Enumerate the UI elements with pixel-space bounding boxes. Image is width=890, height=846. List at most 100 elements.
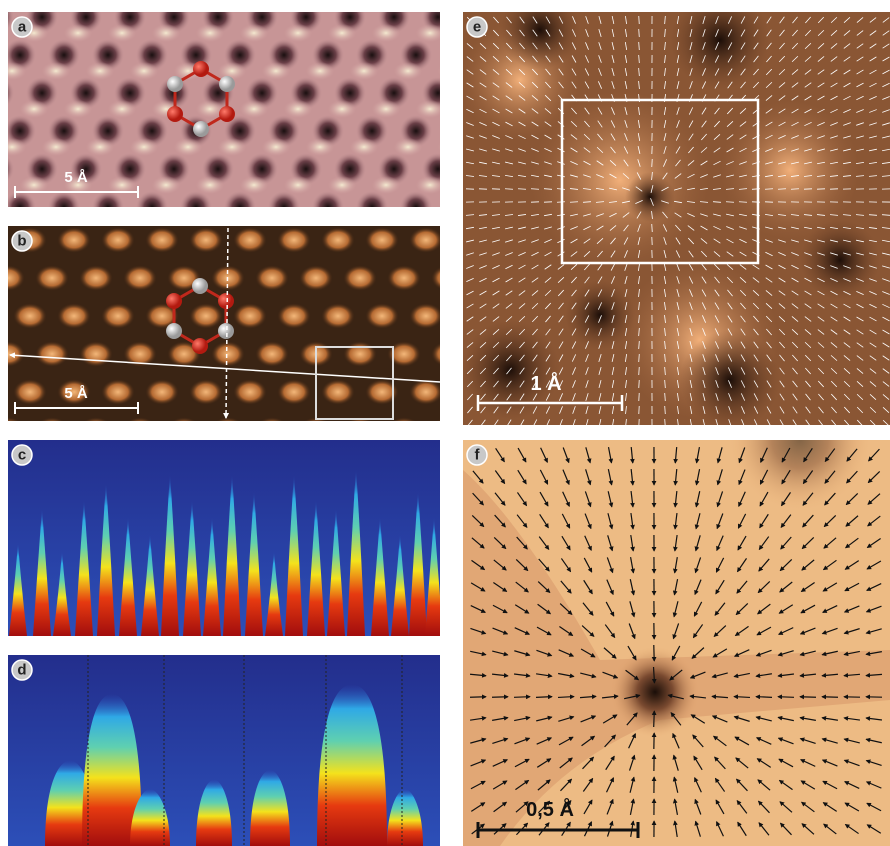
lattice-blob <box>0 227 3 253</box>
lattice-bright <box>306 138 334 156</box>
lattice-blob <box>409 227 443 253</box>
lattice-blob <box>167 417 201 443</box>
field-arrow <box>800 697 816 698</box>
lattice-bright <box>350 138 378 156</box>
lattice-blob <box>79 417 113 443</box>
lattice-pit <box>4 191 36 223</box>
lattice-bright <box>130 0 158 4</box>
atom <box>219 76 235 92</box>
lattice-bright <box>152 176 180 194</box>
lattice-blob <box>211 417 245 443</box>
lattice-blob <box>57 303 91 329</box>
lattice-bright <box>262 138 290 156</box>
lattice-blob <box>145 227 179 253</box>
panel-label: d <box>17 662 26 679</box>
lattice-bright <box>108 24 136 42</box>
lattice-bright <box>306 0 334 4</box>
lattice-bright <box>438 0 466 4</box>
lattice-blob <box>0 303 3 329</box>
lattice-pit <box>180 191 212 223</box>
lattice-bright <box>152 24 180 42</box>
lattice-blob <box>123 417 157 443</box>
lattice-blob <box>277 227 311 253</box>
field-arrow <box>536 697 552 698</box>
panel-f <box>463 370 890 846</box>
atom <box>218 293 234 309</box>
lattice-blob <box>255 265 289 291</box>
lattice-blob <box>211 341 245 367</box>
lattice-blob <box>123 265 157 291</box>
atom <box>193 121 209 137</box>
panel-label: c <box>18 447 26 464</box>
lattice-pit <box>92 191 124 223</box>
lattice-blob <box>35 341 69 367</box>
atom <box>219 106 235 122</box>
lattice-bright <box>416 176 444 194</box>
lattice-bright <box>306 62 334 80</box>
lattice-blob <box>431 265 465 291</box>
atom <box>192 278 208 294</box>
lattice-bright <box>196 176 224 194</box>
figure: abcdef 5 Å 5 Å 1 Å 0,5 Å <box>0 0 890 846</box>
atom <box>167 76 183 92</box>
lattice-bright <box>350 62 378 80</box>
lattice-blob <box>255 417 289 443</box>
lattice-blob <box>189 227 223 253</box>
panel-label: a <box>18 19 27 36</box>
lattice-pit <box>400 191 432 223</box>
atom <box>166 323 182 339</box>
lattice-blob <box>321 303 355 329</box>
lattice-bright <box>416 100 444 118</box>
lattice-blob <box>409 303 443 329</box>
lattice-blob <box>255 341 289 367</box>
field-arrow <box>665 419 666 427</box>
lattice-pit <box>312 191 344 223</box>
lattice-blob <box>321 379 355 405</box>
lattice-bright <box>372 176 400 194</box>
field-arrow <box>514 697 530 698</box>
lattice-blob <box>387 265 421 291</box>
lattice-bright <box>394 62 422 80</box>
lattice-bright <box>262 62 290 80</box>
lattice-bright <box>240 176 268 194</box>
lattice-bright <box>350 0 378 4</box>
lattice-blob <box>189 303 223 329</box>
lattice-blob <box>79 265 113 291</box>
lattice-bright <box>372 100 400 118</box>
lattice-bright <box>240 100 268 118</box>
lattice-bright <box>0 0 26 4</box>
lattice-blob <box>321 227 355 253</box>
panel-c <box>8 440 443 636</box>
dark-region <box>800 220 880 300</box>
field-arrow <box>639 367 640 375</box>
atom <box>167 106 183 122</box>
lattice-bright <box>328 176 356 194</box>
lattice-blob <box>343 265 377 291</box>
field-arrow <box>778 697 794 698</box>
lattice-blob <box>35 417 69 443</box>
lattice-bright <box>174 0 202 4</box>
panel-e <box>460 0 890 430</box>
lattice-bright <box>284 176 312 194</box>
atom <box>192 338 208 354</box>
lattice-bright <box>86 0 114 4</box>
scale-label: 0,5 Å <box>526 797 574 821</box>
lattice-bright <box>218 138 246 156</box>
lattice-blob <box>431 341 465 367</box>
field-arrow <box>652 224 653 232</box>
scale-label: 5 Å <box>64 385 88 402</box>
lattice-blob <box>431 417 465 443</box>
lattice-bright <box>86 138 114 156</box>
lattice-blob <box>387 417 421 443</box>
lattice-blob <box>101 227 135 253</box>
lattice-blob <box>343 341 377 367</box>
lattice-blob <box>35 265 69 291</box>
lattice-bright <box>0 24 4 42</box>
lattice-blob <box>57 227 91 253</box>
lattice-blob <box>189 379 223 405</box>
lattice-bright <box>438 214 466 232</box>
lattice-blob <box>79 341 113 367</box>
lattice-pit <box>356 191 388 223</box>
lattice-blob <box>365 227 399 253</box>
lattice-blob <box>233 379 267 405</box>
